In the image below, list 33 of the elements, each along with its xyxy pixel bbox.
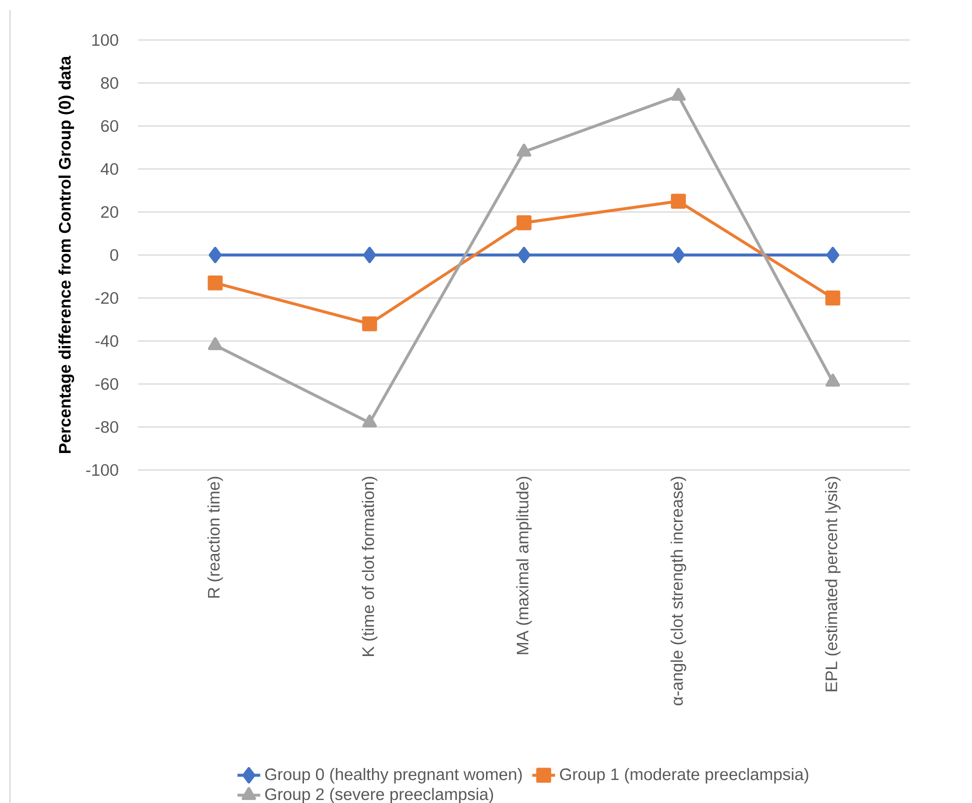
- point: [518, 246, 530, 264]
- x-tick-label: α-angle (clot strength increase): [670, 476, 686, 706]
- point: [670, 194, 686, 209]
- point: [208, 246, 222, 264]
- y-tick-label: 0: [110, 249, 118, 261]
- y-tick-label: -100: [86, 464, 118, 476]
- x-tick-label: EPL (estimated percent lysis): [825, 476, 841, 692]
- y-tick-label: -40: [95, 335, 118, 347]
- point: [208, 337, 222, 350]
- y-tick-label: -20: [95, 292, 118, 304]
- point: [516, 215, 532, 230]
- legend-label: Group 0 (healthy pregnant women): [265, 768, 522, 784]
- point: [825, 290, 840, 306]
- legend-label: Group 2 (severe preeclampsia): [265, 788, 494, 803]
- y-axis-title: Percentage difference from Control Group (0) data: [58, 56, 74, 453]
- point: [362, 414, 377, 428]
- x-tick-label: R (reaction time): [207, 476, 223, 598]
- x-tick-label: MA (maximal amplitude): [516, 476, 532, 654]
- y-tick-label: 20: [101, 206, 118, 218]
- y-tick-label: 60: [101, 120, 118, 132]
- point: [672, 246, 685, 264]
- y-tick-label: -80: [95, 421, 118, 433]
- point: [363, 246, 376, 264]
- legend-label: Group 1 (moderate preeclampsia): [560, 768, 808, 784]
- point: [826, 246, 840, 264]
- point: [208, 275, 223, 290]
- x-tick-label: K (time of clot formation): [362, 476, 378, 656]
- y-tick-label: 80: [101, 77, 118, 89]
- y-tick-label: 40: [100, 163, 118, 175]
- point: [826, 374, 840, 387]
- y-tick-label: 100: [92, 34, 118, 46]
- point: [362, 316, 378, 332]
- y-tick-label: -60: [95, 378, 118, 390]
